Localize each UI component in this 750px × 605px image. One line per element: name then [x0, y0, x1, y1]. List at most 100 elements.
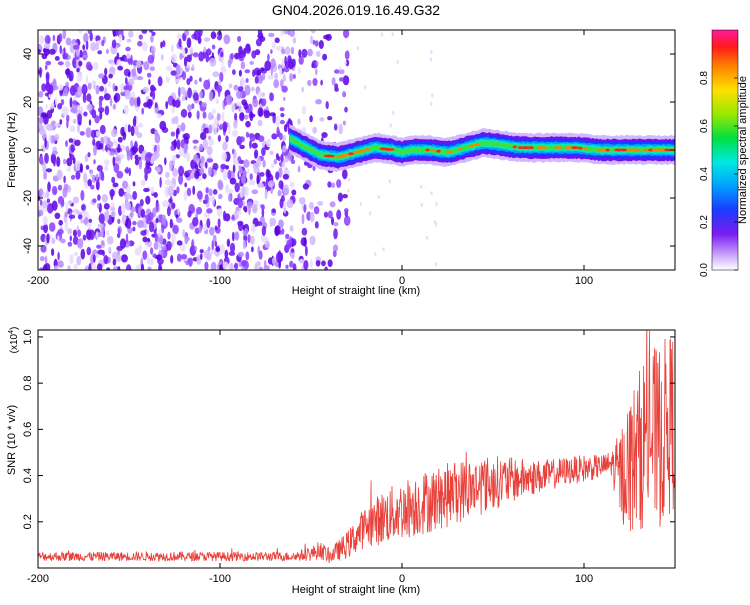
noise-blob: [54, 133, 60, 141]
noise-blob: [252, 98, 259, 108]
noise-blob: [173, 139, 177, 150]
noise-blob: [202, 223, 207, 232]
noise-blob: [336, 209, 342, 220]
noise-blob: [176, 186, 180, 194]
noise-blob: [245, 131, 249, 138]
noise-blob: [45, 168, 53, 173]
noise-blob: [223, 34, 231, 45]
noise-blob: [218, 79, 222, 86]
signal-peak: [348, 152, 354, 156]
noise-blob: [150, 45, 156, 54]
noise-blob: [285, 233, 290, 239]
noise-blob: [72, 100, 78, 105]
noise-blob: [79, 163, 83, 174]
noise-blob: [222, 261, 229, 270]
noise-blob: [106, 229, 110, 237]
noise-blob: [208, 139, 215, 146]
noise-blob: [72, 118, 77, 124]
noise-blob: [240, 112, 244, 119]
noise-blob: [435, 202, 438, 207]
noise-blob: [237, 198, 243, 209]
noise-blob: [43, 171, 47, 180]
noise-blob: [206, 218, 211, 229]
noise-blob: [66, 157, 73, 167]
noise-blob: [81, 204, 86, 211]
y-tick-label: 0.4: [22, 468, 34, 483]
snr-y-multiplier-exp: 4: [8, 330, 15, 334]
noise-blob: [56, 156, 61, 167]
noise-blob: [86, 246, 92, 256]
noise-blob: [86, 222, 92, 227]
noise-blob: [180, 122, 186, 132]
noise-blob: [359, 201, 362, 206]
noise-blob: [67, 265, 71, 270]
noise-blob: [258, 135, 265, 142]
noise-blob: [186, 54, 192, 63]
y-tick-label: -20: [22, 190, 34, 206]
noise-blob: [257, 119, 263, 127]
noise-blob: [171, 154, 177, 161]
noise-blob: [130, 194, 133, 200]
noise-blob: [162, 40, 166, 48]
noise-blob: [208, 196, 215, 202]
noise-blob: [195, 147, 200, 152]
noise-blob: [44, 152, 49, 164]
noise-blob: [112, 156, 116, 167]
noise-blob: [97, 194, 101, 201]
noise-blob: [305, 245, 308, 257]
noise-blob: [263, 110, 271, 119]
y-tick-label: -40: [22, 238, 34, 254]
noise-blob: [331, 77, 336, 86]
noise-blob: [109, 189, 115, 197]
noise-blob: [286, 199, 294, 209]
noise-blob: [330, 182, 336, 188]
noise-blob: [334, 69, 340, 74]
noise-blob: [178, 38, 182, 48]
noise-blob: [85, 164, 90, 170]
noise-blob: [83, 54, 89, 59]
noise-blob: [205, 53, 210, 63]
noise-blob: [171, 106, 175, 114]
noise-blob: [270, 49, 273, 54]
spectrogram-y-axis: -40 -20 0 20 40: [22, 48, 675, 254]
signal-peak: [469, 144, 474, 148]
noise-blob: [242, 170, 247, 177]
noise-blob: [297, 67, 301, 74]
noise-blob: [274, 37, 280, 44]
noise-blob: [141, 41, 148, 52]
noise-blob: [261, 92, 266, 97]
noise-blob: [391, 32, 394, 37]
noise-blob: [281, 228, 285, 235]
noise-blob: [40, 112, 48, 118]
noise-blob: [291, 248, 295, 253]
noise-blob: [262, 159, 266, 168]
noise-blob: [187, 111, 192, 119]
noise-blob: [64, 211, 68, 218]
noise-blob: [310, 35, 313, 45]
noise-blob: [239, 144, 245, 150]
noise-blob: [98, 106, 105, 113]
noise-blob: [197, 190, 203, 200]
noise-blob: [212, 189, 218, 195]
noise-blob: [63, 183, 69, 192]
noise-blob: [234, 231, 239, 241]
noise-blob: [156, 166, 161, 173]
noise-blob: [434, 262, 438, 267]
noise-blob: [69, 235, 73, 242]
noise-blob: [329, 201, 336, 208]
noise-blob: [183, 143, 188, 154]
noise-blob: [281, 85, 288, 93]
noise-blob: [232, 148, 235, 155]
noise-blob: [85, 127, 92, 138]
noise-blob: [99, 110, 103, 120]
noise-blob: [152, 90, 156, 101]
noise-blob: [75, 171, 81, 180]
noise-blob: [98, 143, 104, 150]
noise-blob: [245, 120, 251, 128]
noise-blob: [41, 200, 48, 209]
noise-blob: [200, 156, 205, 164]
noise-blob: [106, 267, 111, 270]
noise-blob: [189, 46, 194, 54]
noise-blob: [244, 84, 251, 96]
